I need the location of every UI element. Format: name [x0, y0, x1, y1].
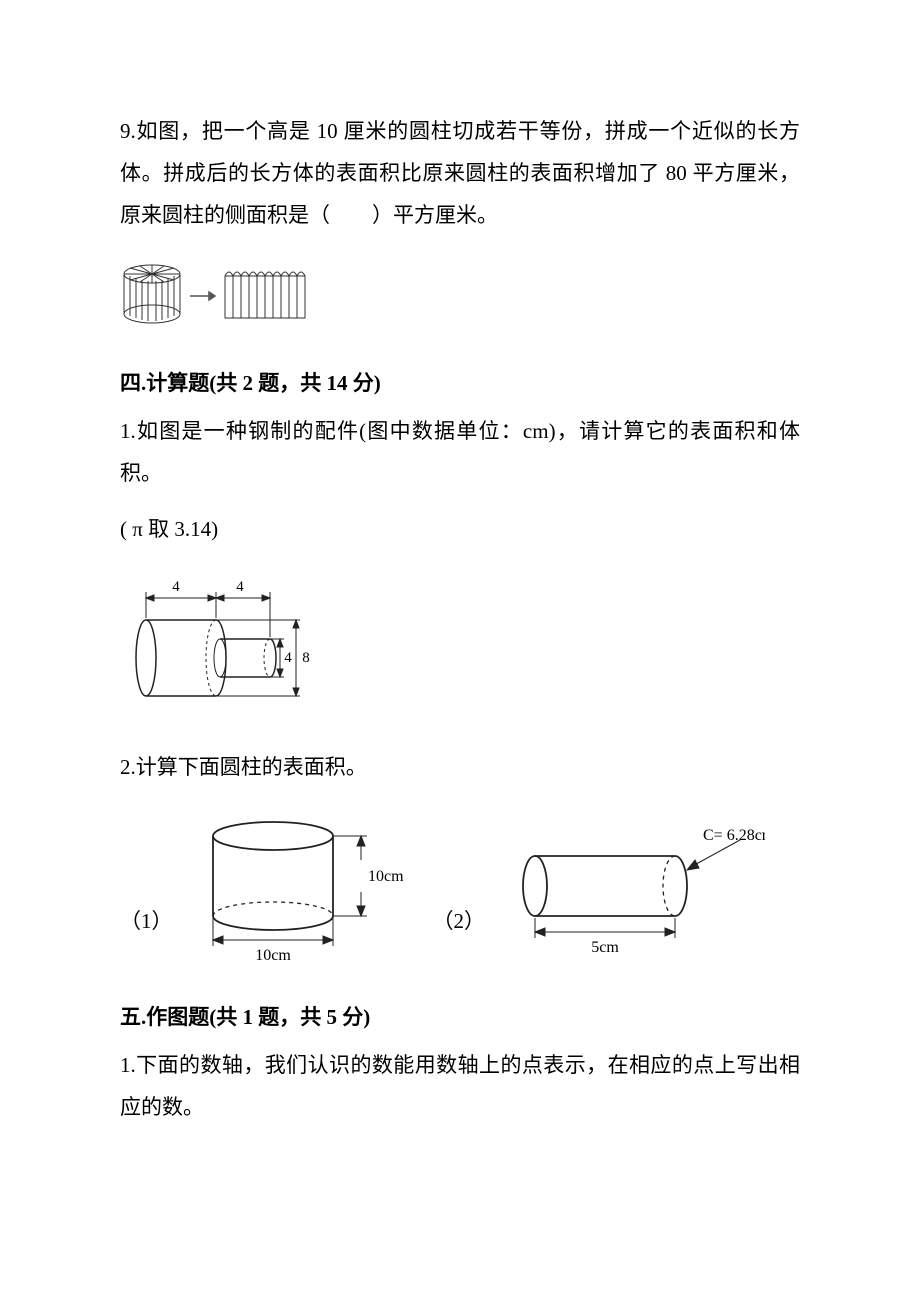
sec5-heading: 五.作图题(共 1 题，共 5 分)	[120, 996, 800, 1038]
sec4-heading: 四.计算题(共 2 题，共 14 分)	[120, 362, 800, 404]
q9-text: 9.如图，把一个高是 10 厘米的圆柱切成若干等份，拼成一个近似的长方体。拼成后…	[120, 110, 800, 236]
dim-inner-d: 4	[284, 650, 292, 666]
sec4-q2-text: 2.计算下面圆柱的表面积。	[120, 746, 800, 788]
cyl1-diameter: 10cm	[255, 947, 291, 964]
sub2-label: （2）	[433, 900, 486, 966]
dim-inner-len: 4	[236, 579, 244, 595]
sec4-q1-diagram: 4 4 4 8	[120, 568, 800, 718]
sub1-label: （1）	[120, 900, 173, 966]
cylinder-2: C= 6.28cm 5cm	[505, 826, 765, 966]
cyl2-circ: C= 6.28cm	[703, 827, 765, 844]
q9-diagram	[120, 254, 800, 334]
sec4-q2-diagrams: （1） 10cm	[120, 806, 800, 966]
cyl1-height: 10cm	[368, 868, 404, 885]
sec4-q1-pi: ( π 取 3.14)	[120, 508, 800, 550]
dim-outer-len: 4	[172, 579, 180, 595]
sec5-q1-text: 1.下面的数轴，我们认识的数能用数轴上的点表示，在相应的点上写出相应的数。	[120, 1044, 800, 1128]
cylinder-1: 10cm 10cm	[193, 806, 413, 966]
dim-outer-d: 8	[302, 650, 310, 666]
cyl2-length: 5cm	[591, 939, 619, 956]
sec4-q1-text: 1.如图是一种钢制的配件(图中数据单位：cm)，请计算它的表面积和体积。	[120, 410, 800, 494]
